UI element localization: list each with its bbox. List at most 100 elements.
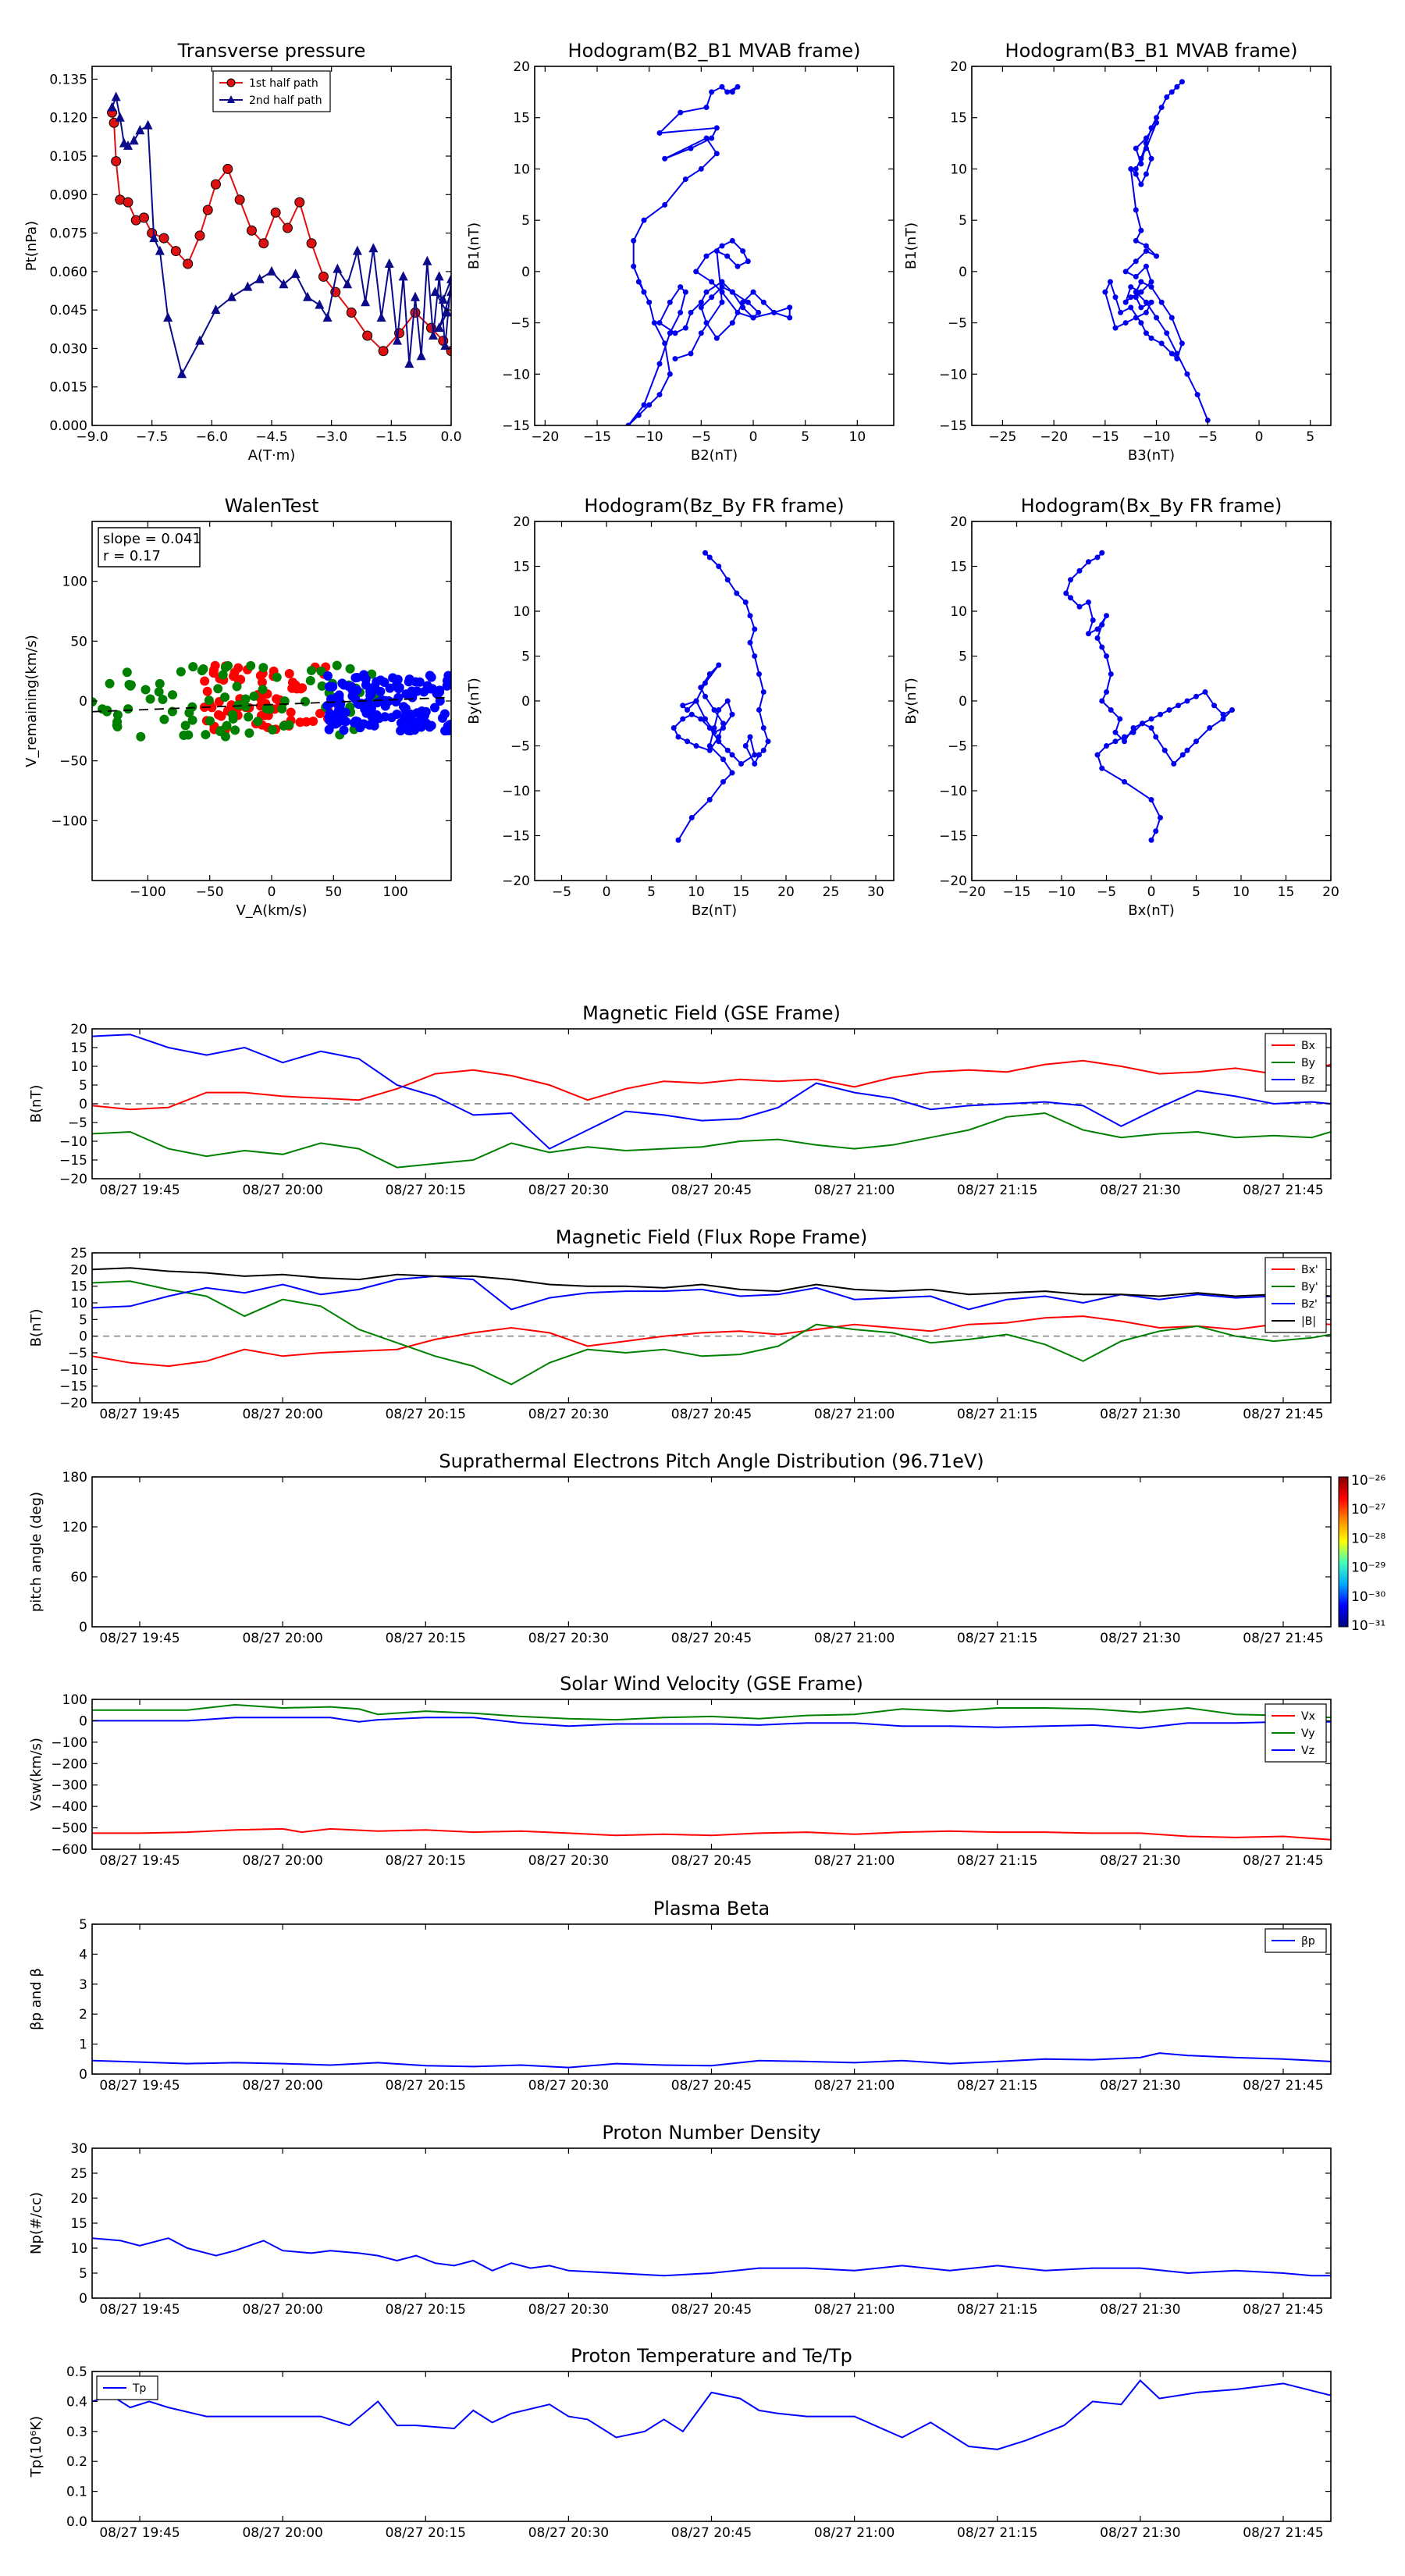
data-marker bbox=[258, 238, 269, 249]
plot-area bbox=[670, 550, 771, 843]
x-tick-label: 08/27 21:15 bbox=[957, 2525, 1037, 2541]
scatter-point bbox=[422, 681, 432, 691]
scatter-point bbox=[350, 673, 361, 683]
data-marker bbox=[1104, 613, 1109, 619]
x-tick-label: 15 bbox=[733, 884, 750, 900]
y-tick-label: −15 bbox=[939, 829, 967, 845]
x-tick-label: 08/27 21:30 bbox=[1100, 1183, 1180, 1198]
y-tick-label: −5 bbox=[68, 1115, 87, 1131]
legend-label: Vx bbox=[1301, 1710, 1315, 1723]
data-marker bbox=[1122, 738, 1127, 745]
x-tick-label: 08/27 20:45 bbox=[671, 1631, 752, 1646]
data-marker bbox=[716, 734, 722, 740]
legend-label: Vy bbox=[1301, 1727, 1315, 1740]
x-tick-label: 08/27 20:15 bbox=[386, 2525, 466, 2541]
data-marker bbox=[740, 304, 746, 311]
data-marker bbox=[163, 312, 173, 322]
plot-area bbox=[92, 2379, 1331, 2450]
series-markers bbox=[107, 91, 451, 379]
data-marker bbox=[713, 248, 720, 254]
x-tick-label: 08/27 21:00 bbox=[814, 1631, 895, 1646]
data-marker bbox=[155, 245, 165, 255]
data-marker bbox=[703, 105, 710, 111]
data-marker bbox=[194, 230, 205, 241]
data-marker bbox=[656, 130, 663, 136]
y-tick-label: 20 bbox=[70, 1022, 87, 1037]
x-tick-label: 08/27 20:15 bbox=[386, 2302, 466, 2318]
data-marker bbox=[1128, 294, 1134, 301]
y-axis-label: Vsw(km/s) bbox=[28, 1738, 44, 1811]
ticks: −9.0 −7.5 −6.0 −4.5 −3.0 −1.5 0.0 0.000 0.015 0.0… bbox=[49, 66, 462, 445]
x-tick-label: 08/27 20:00 bbox=[242, 2078, 322, 2094]
y-tick-label: 5 bbox=[959, 213, 967, 229]
plot-area bbox=[92, 1703, 1331, 1841]
data-marker bbox=[442, 307, 451, 317]
data-marker bbox=[1068, 577, 1073, 583]
ticks: −5 0 5 10 15 20 25 30 −20 −15 −10 −5 0 5 10 15 20 bbox=[502, 514, 894, 900]
x-tick-label: 08/27 21:45 bbox=[1243, 1631, 1323, 1646]
data-marker bbox=[376, 312, 386, 322]
y-tick-label: −5 bbox=[510, 316, 530, 332]
data-marker bbox=[716, 564, 722, 569]
y-tick-label: 15 bbox=[70, 1041, 87, 1056]
scatter-point bbox=[205, 716, 215, 726]
x-tick-label: 08/27 20:00 bbox=[242, 1183, 322, 1198]
data-marker bbox=[752, 626, 758, 632]
data-marker bbox=[667, 330, 673, 336]
data-marker bbox=[434, 271, 444, 281]
data-marker bbox=[724, 253, 731, 259]
scatter-point bbox=[439, 709, 450, 719]
legend-label: Bx bbox=[1301, 1040, 1315, 1052]
data-marker bbox=[716, 738, 722, 745]
data-marker bbox=[1090, 617, 1096, 623]
colorbar-label: 10⁻³¹ bbox=[1351, 1618, 1385, 1634]
data-marker bbox=[1184, 747, 1190, 753]
colorbar-label: 10⁻²⁸ bbox=[1351, 1531, 1385, 1546]
annotation-line: slope = 0.041 bbox=[103, 531, 201, 547]
data-marker bbox=[662, 201, 668, 208]
x-tick-label: 08/27 19:45 bbox=[99, 1407, 180, 1422]
scatter-point bbox=[317, 681, 327, 691]
y-tick-label: 0.000 bbox=[49, 418, 87, 434]
data-marker bbox=[720, 725, 726, 731]
x-axis-label: Bx(nT) bbox=[1128, 902, 1174, 919]
y-tick-label: −100 bbox=[51, 1735, 87, 1751]
y-tick-label: −15 bbox=[59, 1379, 87, 1395]
x-axis-label: B3(nT) bbox=[1128, 447, 1175, 464]
scatter-point bbox=[112, 721, 123, 731]
data-marker bbox=[294, 197, 305, 208]
data-marker bbox=[1143, 299, 1149, 305]
data-marker bbox=[688, 711, 695, 717]
scatter-point bbox=[401, 689, 411, 699]
x-tick-label: −6.0 bbox=[196, 429, 228, 445]
data-marker bbox=[740, 248, 746, 254]
y-tick-label: 100 bbox=[62, 575, 87, 590]
scatter-point bbox=[413, 717, 423, 727]
x-tick-label: 0 bbox=[1147, 884, 1156, 900]
plot-area bbox=[92, 1267, 1331, 1386]
data-marker bbox=[1094, 635, 1101, 641]
data-marker bbox=[143, 119, 153, 130]
scatter-point bbox=[208, 668, 219, 678]
y-tick-label: −5 bbox=[948, 739, 967, 755]
scatter-point bbox=[396, 726, 406, 736]
scatter-point bbox=[187, 715, 197, 725]
y-tick-label: 15 bbox=[950, 111, 967, 126]
data-marker bbox=[1099, 644, 1105, 650]
x-tick-label: 0 bbox=[1255, 429, 1264, 445]
data-marker bbox=[729, 289, 735, 295]
ticks: −25 −20 −15 −10 −5 0 5 −15 −10 −5 0 5 10 15 20 bbox=[939, 59, 1331, 445]
x-tick-label: 08/27 20:45 bbox=[671, 1853, 752, 1869]
data-marker bbox=[430, 286, 440, 297]
y-tick-label: 4 bbox=[79, 1947, 87, 1962]
y-tick-label: 20 bbox=[513, 514, 530, 530]
data-marker bbox=[1138, 227, 1144, 233]
x-tick-label: 08/27 21:00 bbox=[814, 1407, 895, 1422]
ticks: 08/27 19:45 08/27 20:00 08/27 20:15 08/27 2… bbox=[62, 1470, 1331, 1646]
data-marker bbox=[1094, 554, 1101, 560]
y-tick-label: 10 bbox=[70, 1296, 87, 1311]
y-tick-label: −5 bbox=[948, 316, 967, 332]
y-tick-label: −10 bbox=[502, 367, 530, 382]
x-tick-label: 20 bbox=[777, 884, 795, 900]
